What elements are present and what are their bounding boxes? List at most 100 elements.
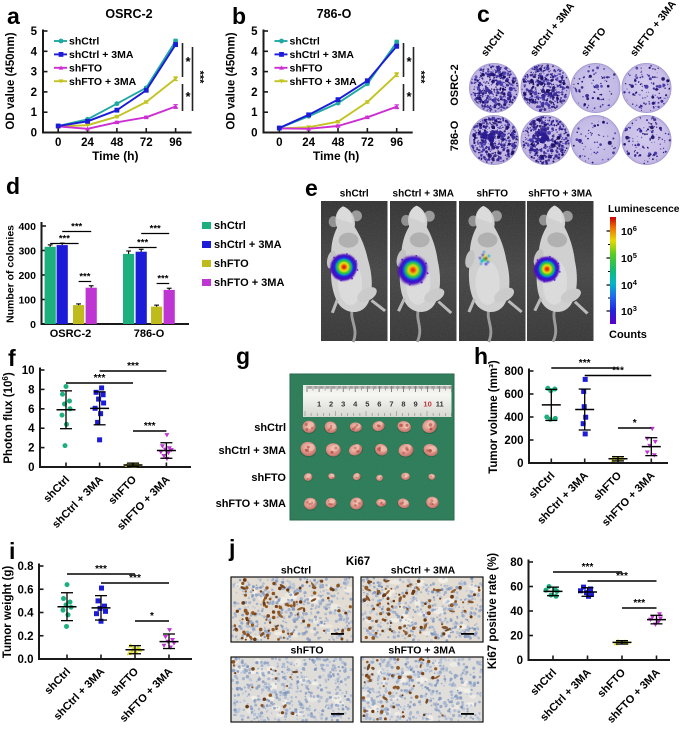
svg-text:shCtrl: shCtrl bbox=[214, 220, 246, 232]
svg-text:1: 1 bbox=[251, 107, 258, 119]
svg-text:Number of colonies: Number of colonies bbox=[5, 225, 17, 323]
svg-text:0: 0 bbox=[55, 137, 61, 149]
svg-text:48: 48 bbox=[111, 137, 124, 149]
svg-text:***: *** bbox=[137, 238, 148, 249]
svg-text:2: 2 bbox=[31, 87, 37, 99]
svg-text:4: 4 bbox=[353, 400, 358, 409]
svg-text:shCtrl + 3MA: shCtrl + 3MA bbox=[393, 189, 454, 200]
svg-text:11: 11 bbox=[436, 400, 444, 409]
svg-text:***: *** bbox=[129, 573, 141, 584]
svg-text:***: *** bbox=[127, 361, 139, 372]
svg-text:200: 200 bbox=[18, 270, 36, 282]
svg-text:***: *** bbox=[79, 272, 90, 283]
svg-text:0.6: 0.6 bbox=[18, 584, 34, 596]
svg-text:786-O: 786-O bbox=[449, 120, 461, 151]
svg-text:5: 5 bbox=[31, 26, 38, 38]
svg-text:72: 72 bbox=[361, 137, 374, 149]
svg-text:800: 800 bbox=[504, 366, 523, 378]
svg-text:shCtrl: shCtrl bbox=[340, 189, 369, 200]
svg-text:OD value (450nm): OD value (450nm) bbox=[5, 32, 17, 129]
svg-text:Photon flux (106): Photon flux (106) bbox=[1, 372, 15, 464]
svg-text:6: 6 bbox=[28, 404, 34, 416]
svg-text:8: 8 bbox=[28, 384, 35, 396]
svg-text:***: *** bbox=[94, 373, 106, 384]
svg-text:5: 5 bbox=[365, 400, 369, 409]
svg-text:OSRC-2: OSRC-2 bbox=[50, 328, 92, 340]
svg-text:***: *** bbox=[157, 274, 168, 285]
svg-text:h: h bbox=[474, 343, 488, 369]
svg-text:3: 3 bbox=[31, 67, 37, 79]
svg-text:shCtrl: shCtrl bbox=[254, 422, 286, 434]
svg-text:shCtrl + 3MA: shCtrl + 3MA bbox=[290, 49, 355, 61]
svg-text:10: 10 bbox=[423, 400, 431, 409]
svg-text:b: b bbox=[232, 3, 246, 29]
svg-text:6: 6 bbox=[377, 400, 381, 409]
svg-text:***: *** bbox=[95, 564, 107, 575]
svg-text:shCtrl: shCtrl bbox=[69, 36, 99, 48]
svg-text:e: e bbox=[305, 175, 318, 201]
svg-text:Tumor weight (g): Tumor weight (g) bbox=[2, 566, 14, 659]
svg-text:0: 0 bbox=[276, 137, 282, 149]
svg-text:300: 300 bbox=[18, 245, 36, 257]
svg-text:*: * bbox=[406, 89, 412, 104]
svg-text:shFTO: shFTO bbox=[251, 472, 286, 484]
svg-text:2: 2 bbox=[251, 87, 257, 99]
svg-text:600: 600 bbox=[504, 389, 523, 401]
svg-text:***: *** bbox=[150, 224, 161, 235]
svg-text:4: 4 bbox=[31, 46, 38, 58]
svg-text:5: 5 bbox=[251, 26, 258, 38]
svg-text:shFTO: shFTO bbox=[214, 258, 249, 270]
svg-text:0: 0 bbox=[28, 462, 34, 474]
svg-text:Tumor volume (mm³): Tumor volume (mm³) bbox=[488, 360, 500, 474]
svg-text:shCtrl + 3MA: shCtrl + 3MA bbox=[218, 445, 286, 457]
svg-text:400: 400 bbox=[18, 221, 36, 233]
svg-text:***: *** bbox=[71, 222, 82, 233]
svg-text:OSRC-2: OSRC-2 bbox=[105, 7, 152, 21]
svg-text:100: 100 bbox=[18, 294, 36, 306]
svg-text:shFTO + 3MA: shFTO + 3MA bbox=[214, 277, 284, 289]
svg-text:0: 0 bbox=[251, 128, 257, 140]
svg-text:0: 0 bbox=[31, 128, 37, 140]
svg-text:***: *** bbox=[415, 71, 427, 85]
svg-text:shFTO + 3MA: shFTO + 3MA bbox=[528, 189, 592, 200]
svg-text:f: f bbox=[8, 345, 16, 371]
svg-text:400: 400 bbox=[504, 412, 523, 424]
svg-text:shCtrl: shCtrl bbox=[290, 36, 320, 48]
svg-text:10: 10 bbox=[22, 365, 35, 377]
svg-text:shFTO: shFTO bbox=[477, 189, 509, 200]
svg-text:***: *** bbox=[59, 234, 70, 245]
svg-text:1: 1 bbox=[317, 400, 321, 409]
svg-text:Ki67: Ki67 bbox=[346, 556, 370, 568]
svg-text:24: 24 bbox=[81, 137, 94, 149]
svg-text:d: d bbox=[6, 173, 20, 199]
svg-text:a: a bbox=[7, 3, 20, 29]
svg-text:***: *** bbox=[612, 366, 624, 377]
svg-text:Time (h): Time (h) bbox=[313, 149, 359, 163]
svg-text:786-O: 786-O bbox=[317, 7, 352, 21]
svg-text:3: 3 bbox=[251, 67, 257, 79]
svg-text:0.2: 0.2 bbox=[18, 631, 34, 643]
svg-text:7: 7 bbox=[389, 400, 393, 409]
svg-text:48: 48 bbox=[332, 137, 345, 149]
svg-text:shFTO + 3MA: shFTO + 3MA bbox=[290, 76, 358, 88]
svg-text:***: *** bbox=[194, 71, 206, 85]
svg-text:786-O: 786-O bbox=[134, 328, 165, 340]
svg-text:9: 9 bbox=[413, 400, 417, 409]
svg-text:0: 0 bbox=[30, 319, 36, 331]
svg-text:i: i bbox=[9, 538, 15, 564]
svg-text:g: g bbox=[236, 343, 250, 369]
svg-text:*: * bbox=[185, 89, 191, 104]
svg-text:***: *** bbox=[144, 421, 156, 432]
svg-text:c: c bbox=[477, 1, 490, 27]
svg-text:Luminescence: Luminescence bbox=[608, 204, 680, 215]
svg-text:shCtrl + 3MA: shCtrl + 3MA bbox=[69, 49, 134, 61]
svg-text:2: 2 bbox=[329, 400, 333, 409]
svg-text:0: 0 bbox=[517, 458, 523, 470]
svg-text:3: 3 bbox=[341, 400, 345, 409]
svg-text:***: *** bbox=[579, 358, 591, 369]
svg-text:Time (h): Time (h) bbox=[92, 149, 138, 163]
svg-text:OD value (450nm): OD value (450nm) bbox=[226, 32, 238, 129]
svg-text:*: * bbox=[150, 611, 154, 622]
svg-text:0.0: 0.0 bbox=[18, 654, 34, 666]
svg-text:shFTO: shFTO bbox=[290, 63, 323, 75]
